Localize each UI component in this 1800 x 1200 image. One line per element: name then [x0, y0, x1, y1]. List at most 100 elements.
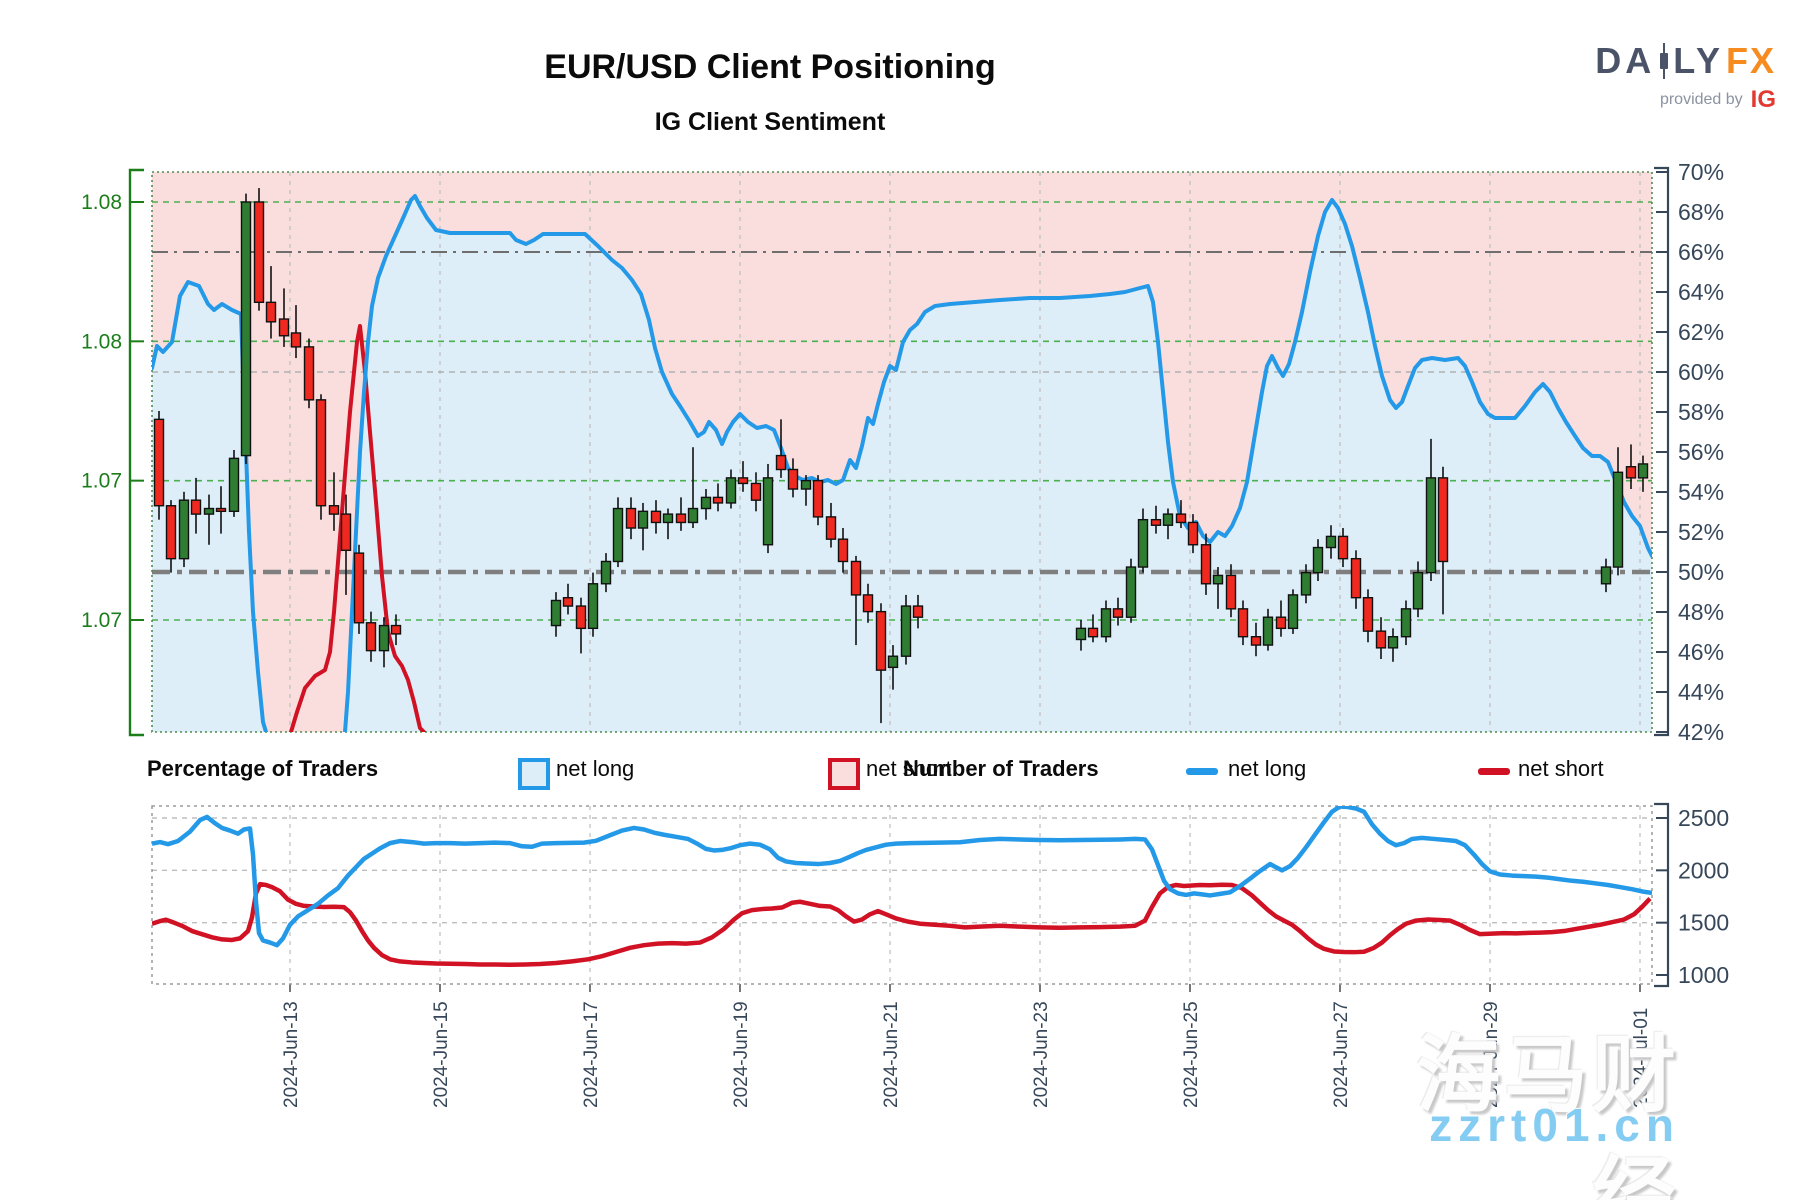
net-long-line-icon	[1186, 768, 1218, 775]
candle-body	[390, 624, 402, 635]
net-long-pct-line	[343, 194, 1652, 732]
candle-body	[875, 610, 887, 671]
net-long-swatch-icon	[518, 758, 550, 790]
candle-body	[1275, 616, 1287, 630]
candle-body	[303, 346, 315, 401]
candle-body	[587, 583, 599, 630]
logo-text-left: DA	[1595, 40, 1656, 81]
candle-body	[1137, 518, 1149, 568]
net-short-count-line	[152, 881, 1652, 967]
candle-body	[687, 507, 699, 524]
candle-body	[912, 605, 924, 618]
candle-body	[353, 552, 365, 624]
candle-body	[153, 418, 165, 507]
date-axis-label: 2024-Jun-17	[581, 1001, 602, 1108]
pct-axis-label: 52%	[1678, 519, 1724, 545]
candle-body	[762, 477, 774, 546]
pct-axis-label: 44%	[1678, 679, 1724, 705]
pct-axis-label: 60%	[1678, 359, 1724, 385]
pct-axis-label: 42%	[1678, 719, 1724, 745]
candle-body	[1250, 636, 1262, 646]
candle-body	[1387, 636, 1399, 649]
candle-body	[662, 513, 674, 524]
candle-body	[1312, 546, 1324, 574]
date-axis-label: 2024-Jun-23	[1031, 1001, 1052, 1108]
candle-body	[1150, 518, 1162, 526]
candle-body	[1337, 535, 1349, 560]
page-title: EUR/USD Client Positioning	[544, 48, 996, 86]
candle-body	[165, 505, 177, 560]
count-axis-label: 2500	[1678, 805, 1729, 831]
net-short-line-icon	[1478, 768, 1510, 775]
price-axis-label: 1.08	[81, 191, 122, 214]
candle-body	[178, 499, 190, 560]
date-axis-label: 2024-Jun-15	[431, 1001, 452, 1108]
candle-body	[1175, 513, 1187, 524]
candle-body	[712, 496, 724, 504]
candle-body	[600, 560, 612, 585]
candle-body	[1412, 571, 1424, 610]
legend-pct-header: Percentage of Traders	[147, 756, 379, 781]
candle-body	[787, 468, 799, 490]
candle-body	[240, 201, 252, 457]
candle-body	[625, 507, 637, 529]
date-axis-label: 2024-Jun-19	[731, 1001, 752, 1108]
watermark-url: zzrt01.cn	[1429, 1099, 1680, 1151]
provided-by-label: provided by	[1659, 91, 1743, 108]
candle-body	[1612, 471, 1624, 568]
candle-body	[562, 596, 574, 607]
candle-body	[725, 477, 737, 504]
candle-body	[1112, 608, 1124, 618]
date-axis-label: 2024-Jun-25	[1181, 1001, 1202, 1108]
candle-body	[675, 513, 687, 524]
legend-pct-net-long-label: net long	[556, 756, 635, 781]
candle-body	[1075, 627, 1087, 641]
candle-body	[1600, 566, 1612, 585]
net-long-count-line	[152, 806, 1652, 948]
pct-axis-label: 56%	[1678, 439, 1724, 465]
candle-body	[800, 479, 812, 490]
candle-body	[650, 510, 662, 524]
net-short-swatch-icon	[828, 758, 860, 790]
candlestick-icon	[1659, 43, 1669, 79]
ig-logo: IG	[1750, 86, 1776, 113]
count-axis-label: 2000	[1678, 857, 1729, 883]
main-plot-border	[151, 171, 1653, 733]
candle-body	[1262, 616, 1274, 646]
chart-legend: Percentage of Traders net long net short…	[0, 750, 1800, 794]
pct-axis-label: 48%	[1678, 599, 1724, 625]
candle-body	[290, 332, 302, 348]
pct-axis-label: 66%	[1678, 239, 1724, 265]
date-axis-label: 2024-Jul-01	[1631, 1008, 1652, 1108]
candle-body	[1212, 574, 1224, 585]
candle-body	[900, 605, 912, 657]
legend-cnt-header: Number of Traders	[903, 756, 1099, 781]
candle-body	[1087, 627, 1099, 638]
candle-body	[812, 479, 824, 518]
logo-text-right: LY	[1673, 40, 1724, 81]
candle-body	[550, 599, 562, 627]
candle-body	[1425, 477, 1437, 574]
candle-body	[1437, 477, 1449, 563]
candle-body	[1237, 608, 1249, 638]
chart-subtitle: IG Client Sentiment	[654, 108, 886, 136]
candle-body	[887, 655, 899, 669]
candle-body	[775, 454, 787, 471]
candle-body	[612, 507, 624, 563]
candle-body	[1162, 513, 1174, 526]
pct-axis-label: 70%	[1678, 159, 1724, 185]
candle-body	[1362, 596, 1374, 632]
candle-body	[365, 622, 377, 652]
candle-body	[228, 457, 240, 513]
candle-body	[215, 507, 227, 513]
logo-text-accent: FX	[1725, 40, 1776, 81]
count-axis-label: 1000	[1678, 962, 1729, 988]
net-short-area	[152, 172, 1652, 732]
pct-axis-label: 50%	[1678, 559, 1724, 585]
candle-body	[1375, 630, 1387, 649]
pct-axis-label: 64%	[1678, 279, 1724, 305]
candle-body	[825, 516, 837, 540]
price-axis-label: 1.07	[81, 609, 122, 632]
legend-pct-net-short-label: net short	[866, 756, 952, 781]
candle-body	[1400, 608, 1412, 638]
